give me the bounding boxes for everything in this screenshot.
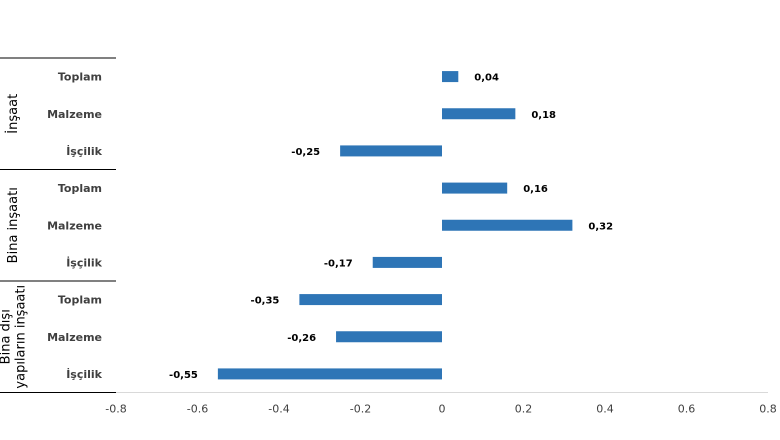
category-label: İşçilik — [66, 367, 102, 381]
category-label: Toplam — [58, 182, 102, 195]
data-label: -0,35 — [251, 296, 280, 307]
data-label: 0,16 — [523, 184, 548, 195]
x-tick-label: 0.8 — [759, 403, 777, 416]
group-label: Bina inşaatı — [6, 187, 21, 263]
data-label: -0,26 — [287, 333, 316, 344]
category-label: Toplam — [58, 71, 102, 84]
data-label: 0,32 — [588, 221, 613, 232]
x-tick-label: 0.2 — [515, 403, 533, 416]
bar — [299, 294, 442, 306]
bar — [442, 108, 516, 120]
category-label: Malzeme — [47, 331, 102, 344]
x-tick-label: -0.8 — [105, 403, 126, 416]
data-label: 0,18 — [531, 110, 556, 121]
bar — [340, 145, 442, 157]
labels-layer: İnşaat Toplam 0,04 Malzeme 0,18 İşçilik -0,25 B… — [0, 57, 613, 393]
bar — [336, 331, 442, 343]
bar — [442, 71, 459, 83]
group-label-line: Bina inşaatı — [6, 187, 21, 263]
category-label: İşçilik — [66, 144, 102, 158]
x-tick-label: 0 — [439, 403, 446, 416]
category-label: Malzeme — [47, 108, 102, 121]
group-label: Bina dışıyapıların inşaatı — [0, 285, 29, 389]
bar — [372, 256, 442, 268]
data-label: -0,55 — [169, 370, 198, 381]
data-label: -0,25 — [291, 147, 320, 158]
category-label: Malzeme — [47, 219, 102, 232]
x-tick-label: -0.2 — [350, 403, 371, 416]
x-tick-label: -0.4 — [268, 403, 289, 416]
bar — [442, 182, 508, 194]
category-label: İşçilik — [66, 255, 102, 269]
x-tick-label: 0.6 — [678, 403, 696, 416]
bar — [217, 368, 442, 380]
group-label-line: Bina dışı — [0, 309, 14, 364]
x-axis: -0.8 -0.6 -0.4 -0.2 0 0.2 0.4 0.6 0.8 — [105, 392, 777, 416]
data-label: -0,17 — [324, 258, 353, 269]
group-label-line: İnşaat — [5, 94, 21, 134]
data-label: 0,04 — [474, 73, 499, 84]
x-tick-label: 0.4 — [596, 403, 614, 416]
group-label-line: yapıların inşaatı — [14, 285, 29, 389]
category-label: Toplam — [58, 294, 102, 307]
bars-layer — [217, 71, 573, 380]
group-label: İnşaat — [5, 94, 21, 134]
x-tick-label: -0.6 — [187, 403, 208, 416]
bar — [442, 219, 573, 231]
